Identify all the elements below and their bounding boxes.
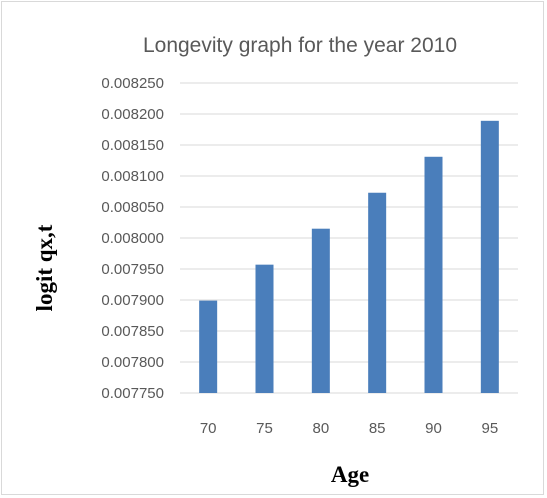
x-tick-label: 85 — [369, 420, 386, 437]
y-tick-label: 0.007800 — [101, 354, 164, 371]
y-tick-label: 0.007750 — [101, 385, 164, 402]
chart-title: Longevity graph for the year 2010 — [143, 34, 457, 57]
y-tick-label: 0.007850 — [101, 323, 164, 340]
y-tick-label: 0.008100 — [101, 168, 164, 185]
x-tick-label: 70 — [200, 420, 217, 437]
y-tick-label: 0.008150 — [101, 137, 164, 154]
gridlines — [180, 82, 518, 394]
y-tick-label: 0.008250 — [101, 75, 164, 92]
x-axis-label: Age — [331, 462, 369, 487]
bar-95 — [480, 120, 499, 393]
bar-75 — [255, 264, 274, 393]
x-tick-label: 90 — [425, 420, 442, 437]
y-tick-label: 0.007950 — [101, 261, 164, 278]
bar-85 — [368, 192, 387, 393]
x-tick-label: 95 — [481, 420, 498, 437]
y-tick-label: 0.008050 — [101, 199, 164, 216]
y-tick-label: 0.008200 — [101, 106, 164, 123]
bars — [199, 120, 499, 393]
x-tick-labels: 70 75 80 85 90 95 — [200, 420, 498, 437]
bar-80 — [311, 228, 330, 393]
y-tick-label: 0.008000 — [101, 230, 164, 247]
x-tick-label: 75 — [256, 420, 273, 437]
x-tick-label: 80 — [312, 420, 329, 437]
y-tick-label: 0.007900 — [101, 292, 164, 309]
bar-70 — [199, 300, 218, 393]
y-axis-label: logit qx,t — [32, 224, 57, 311]
bar-90 — [424, 156, 443, 393]
y-tick-labels: 0.008250 0.008200 0.008150 0.008100 0.008050… — [101, 75, 164, 402]
